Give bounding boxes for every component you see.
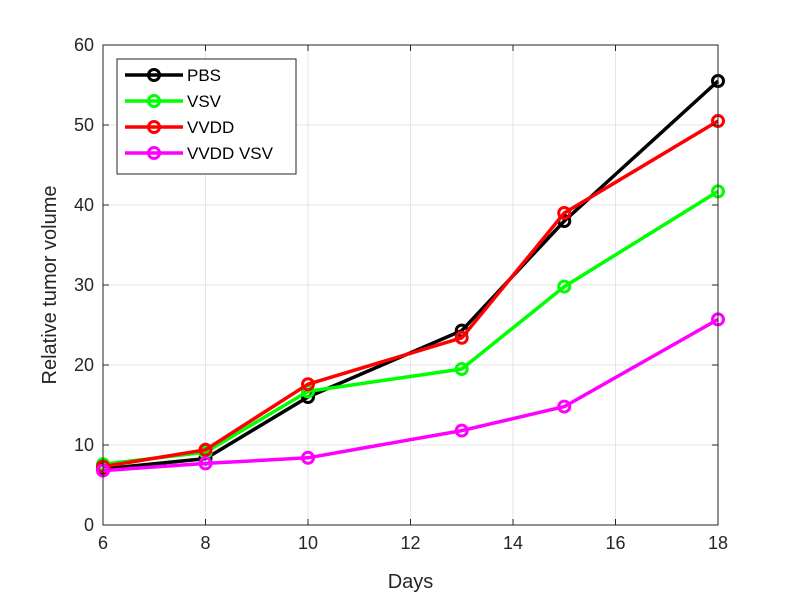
axis-ticks: 6 8 10 12 14 16 18 0 10 20 30 40 50 60	[74, 35, 728, 553]
data-point-vsv	[557, 279, 572, 294]
legend-box	[116, 58, 297, 175]
data-point-vvdd	[557, 206, 572, 220]
x-tick-label: 10	[298, 533, 318, 553]
y-axis-title: Relative tumor volume	[39, 186, 61, 385]
legend: PBS VSV VVDD VVDD VSV	[116, 58, 297, 175]
y-tick-label: 10	[74, 435, 94, 455]
x-tick-label: 12	[400, 533, 420, 553]
series-line-vvdd-vsv	[102, 317, 719, 473]
legend-label: VVDD	[187, 118, 234, 137]
legend-marker	[147, 94, 161, 108]
legend-label: VSV	[187, 92, 222, 111]
data-point-vvdd-vsv	[301, 450, 315, 465]
y-tick-label: 50	[74, 115, 94, 135]
data-point-vvdd	[301, 377, 315, 392]
data-point-vvdd-vsv	[198, 456, 213, 471]
x-tick-label: 16	[605, 533, 625, 553]
series-line-vvdd	[102, 119, 719, 469]
y-tick-label: 0	[84, 515, 94, 535]
y-tick-label: 30	[74, 275, 94, 295]
data-point-vvdd	[198, 442, 213, 457]
y-tick-label: 40	[74, 195, 94, 215]
legend-marker	[147, 120, 161, 134]
data-point-vvdd-vsv	[557, 399, 572, 414]
legend-label: VVDD VSV	[187, 144, 274, 163]
series-group	[96, 74, 725, 478]
data-point-vvdd-vsv	[454, 423, 469, 438]
x-tick-label: 18	[708, 533, 728, 553]
y-tick-label: 20	[74, 355, 94, 375]
legend-label: PBS	[187, 66, 221, 85]
y-tick-label: 60	[74, 35, 94, 55]
x-tick-label: 6	[98, 533, 108, 553]
legend-marker	[147, 68, 161, 82]
data-point-vsv	[454, 362, 469, 376]
legend-marker	[147, 146, 161, 160]
x-axis-title: Days	[388, 571, 434, 593]
x-tick-label: 14	[503, 533, 523, 553]
x-tick-label: 8	[200, 533, 210, 553]
data-point-vvdd	[454, 330, 469, 345]
